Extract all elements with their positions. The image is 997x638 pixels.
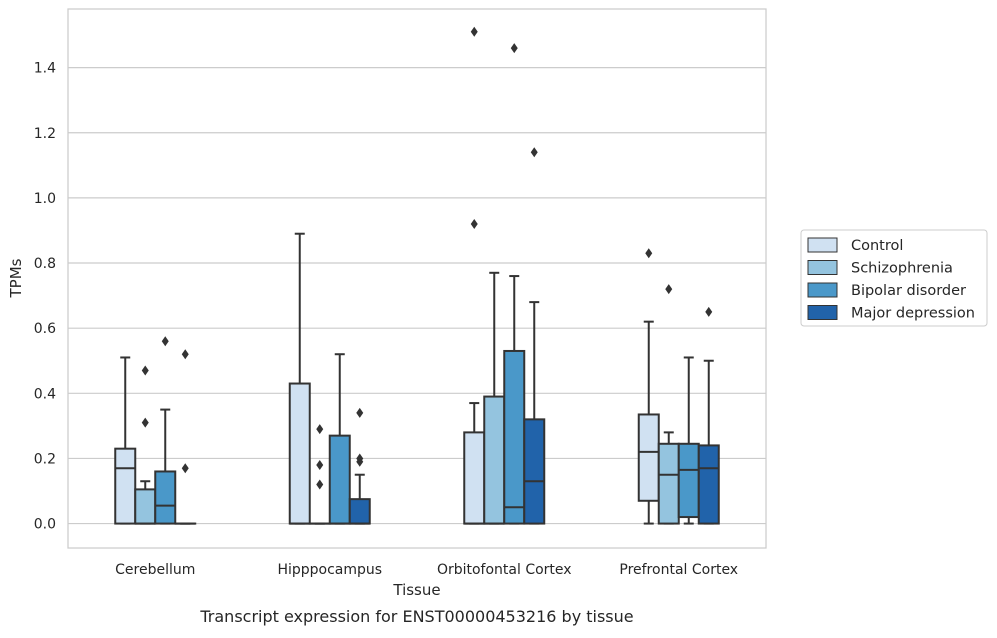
legend-label: Control bbox=[851, 238, 903, 254]
box-2-1 bbox=[330, 354, 350, 523]
box-body bbox=[639, 414, 659, 500]
outlier-point bbox=[705, 307, 712, 317]
box-body bbox=[464, 432, 484, 523]
box-0-2 bbox=[464, 27, 484, 524]
outlier-point bbox=[471, 219, 478, 229]
y-axis-label: TPMs bbox=[7, 258, 25, 298]
legend-label: Bipolar disorder bbox=[851, 283, 966, 299]
box-3-1 bbox=[350, 408, 370, 524]
x-tick-label: Orbitofontal Cortex bbox=[437, 562, 572, 578]
y-tick-label: 0.8 bbox=[34, 256, 56, 272]
outlier-point bbox=[316, 479, 323, 489]
legend-swatch bbox=[808, 261, 837, 275]
box-body bbox=[524, 419, 544, 523]
x-tick-label: Prefrontal Cortex bbox=[619, 562, 738, 578]
box-2-3 bbox=[679, 357, 699, 523]
box-body bbox=[290, 384, 310, 524]
y-tick-label: 0.4 bbox=[34, 386, 56, 402]
outlier-point bbox=[182, 349, 189, 359]
y-tick-label: 1.4 bbox=[34, 61, 56, 77]
x-tick-labels: Cerebellum Hipppocampus Orbitofontal Corte… bbox=[115, 562, 738, 578]
legend-label: Major depression bbox=[851, 306, 975, 322]
y-tick-label: 0.0 bbox=[34, 517, 56, 533]
y-tick-label: 1.0 bbox=[34, 191, 56, 207]
box-2-2 bbox=[504, 43, 524, 523]
outlier-point bbox=[316, 460, 323, 470]
box-3-0 bbox=[175, 349, 195, 523]
outlier-point bbox=[162, 336, 169, 346]
legend-swatch bbox=[808, 238, 837, 252]
outlier-point bbox=[356, 408, 363, 418]
box-body bbox=[659, 444, 679, 524]
box-body bbox=[135, 489, 155, 523]
box-1-2 bbox=[484, 273, 504, 524]
box-body bbox=[679, 444, 699, 517]
outlier-point bbox=[471, 27, 478, 37]
y-tick-label: 1.2 bbox=[34, 126, 56, 142]
box-3-2 bbox=[524, 147, 544, 523]
outlier-point bbox=[316, 424, 323, 434]
x-tick-label: Cerebellum bbox=[115, 562, 195, 578]
box-1-0 bbox=[135, 366, 155, 524]
legend: Control Schizophrenia Bipolar disorder Majo… bbox=[801, 230, 987, 326]
legend-swatch bbox=[808, 306, 837, 320]
outlier-point bbox=[531, 147, 538, 157]
box-0-1 bbox=[290, 234, 310, 524]
box-body bbox=[115, 449, 135, 524]
outlier-point bbox=[511, 43, 518, 53]
box-1-3 bbox=[659, 284, 679, 523]
x-axis-label: Tissue bbox=[392, 581, 440, 599]
outlier-point bbox=[665, 284, 672, 294]
box-body bbox=[699, 445, 719, 523]
y-tick-label: 0.2 bbox=[34, 451, 56, 467]
outlier-point bbox=[645, 248, 652, 258]
legend-swatch bbox=[808, 283, 837, 297]
outlier-point bbox=[182, 463, 189, 473]
box-3-3 bbox=[699, 307, 719, 524]
box-body bbox=[155, 471, 175, 523]
y-tick-labels: 0.0 0.2 0.4 0.6 0.8 1.0 1.2 1.4 bbox=[34, 61, 56, 533]
box-2-0 bbox=[155, 336, 175, 523]
box-body bbox=[484, 397, 504, 524]
box-body bbox=[504, 351, 524, 524]
outlier-point bbox=[142, 366, 149, 376]
box-layer bbox=[115, 27, 719, 524]
y-tick-label: 0.6 bbox=[34, 321, 56, 337]
outlier-point bbox=[142, 418, 149, 428]
box-body bbox=[330, 436, 350, 524]
legend-label: Schizophrenia bbox=[851, 261, 953, 277]
box-body bbox=[350, 499, 370, 523]
box-0-3 bbox=[639, 248, 659, 523]
x-tick-label: Hipppocampus bbox=[277, 562, 382, 578]
box-1-1 bbox=[310, 424, 330, 523]
chart-caption: Transcript expression for ENST0000045321… bbox=[199, 607, 633, 626]
box-0-0 bbox=[115, 357, 135, 523]
